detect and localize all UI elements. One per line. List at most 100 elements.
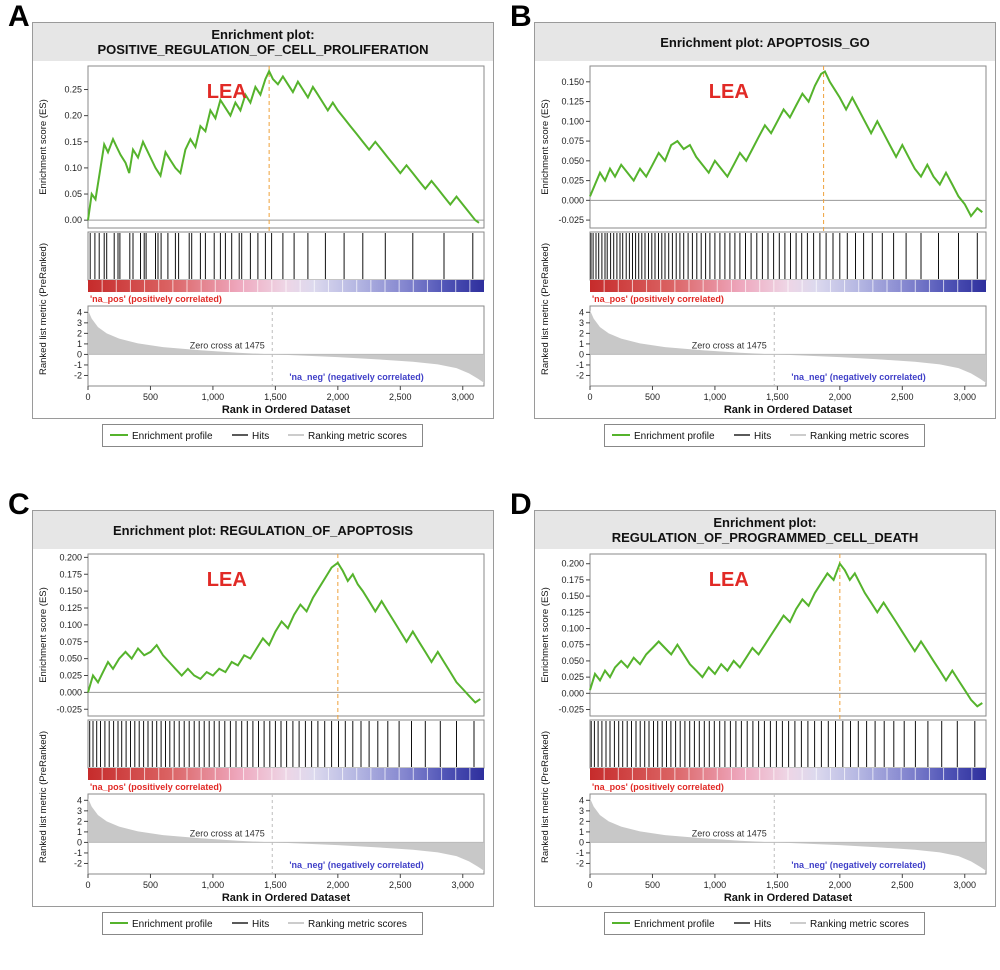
hits-area: [589, 719, 987, 769]
svg-text:1: 1: [579, 827, 584, 837]
svg-text:0.075: 0.075: [561, 136, 584, 146]
lea-annotation: LEA: [207, 81, 247, 103]
svg-text:4: 4: [77, 307, 82, 317]
legend-hits-label: Hits: [252, 919, 269, 930]
title-bar: [33, 23, 493, 61]
es-y-axis-label: Enrichment score (ES): [38, 99, 49, 195]
legend-ranking-label: Ranking metric scores: [810, 431, 909, 442]
enrichment-curve: [589, 561, 983, 708]
svg-text:2: 2: [579, 328, 584, 338]
svg-text:0: 0: [579, 837, 584, 847]
legend-box: [102, 424, 423, 447]
svg-text:0.25: 0.25: [64, 85, 82, 95]
hits-area: [87, 231, 485, 281]
svg-text:0.050: 0.050: [561, 156, 584, 166]
svg-text:500: 500: [645, 880, 660, 890]
svg-text:3,000: 3,000: [953, 392, 976, 402]
svg-text:3: 3: [77, 806, 82, 816]
gsea-plot-c: Enrichment plot: REGULATION_OF_APOPTOSIS…: [32, 510, 494, 935]
es-plot-area: [87, 553, 485, 717]
es-y-axis-label: Enrichment score (ES): [540, 99, 551, 195]
svg-text:-1: -1: [74, 848, 82, 858]
na-neg-label: 'na_neg' (negatively correlated): [791, 860, 925, 870]
svg-text:0.175: 0.175: [561, 575, 584, 585]
svg-text:0.050: 0.050: [59, 654, 82, 664]
legend-enrichment-label: Enrichment profile: [132, 431, 213, 442]
svg-text:0.075: 0.075: [561, 640, 584, 650]
es-plot-area: [87, 65, 485, 229]
panel-d: D Enrichment plot: REGULATION_OF_PROGRAMM…: [510, 488, 1000, 956]
metric-y-axis-label: Ranked list metric (PreRanked): [38, 243, 49, 375]
x-axis: 0 500 1,000 1,500 2,000 2,500 3,000: [587, 874, 976, 890]
svg-text:2,500: 2,500: [389, 880, 412, 890]
svg-text:4: 4: [579, 307, 584, 317]
svg-text:3,000: 3,000: [451, 880, 474, 890]
svg-text:1,000: 1,000: [704, 880, 727, 890]
svg-text:0.150: 0.150: [561, 77, 584, 87]
svg-text:-2: -2: [74, 858, 82, 868]
svg-text:2: 2: [77, 816, 82, 826]
svg-text:-2: -2: [576, 858, 584, 868]
panel-letter-c: C: [8, 488, 30, 521]
es-plot-area: [589, 553, 987, 717]
panel-a: A Enrichment plot: POSITIVE_REGULATION_OF…: [8, 0, 500, 468]
svg-text:1,000: 1,000: [202, 880, 225, 890]
legend-hits-label: Hits: [754, 919, 771, 930]
svg-text:1,500: 1,500: [264, 392, 287, 402]
svg-text:1,500: 1,500: [766, 392, 789, 402]
legend-enrichment-label: Enrichment profile: [634, 919, 715, 930]
color-bar-dividers: [603, 280, 973, 292]
svg-text:0.000: 0.000: [561, 195, 584, 205]
svg-text:0.10: 0.10: [64, 163, 82, 173]
x-axis: 0 500 1,000 1,500 2,000 2,500 3,000: [85, 874, 474, 890]
svg-text:2,500: 2,500: [891, 880, 914, 890]
panel-letter-a: A: [8, 0, 30, 33]
legend-ranking-label: Ranking metric scores: [308, 919, 407, 930]
svg-text:500: 500: [143, 880, 158, 890]
svg-text:500: 500: [143, 392, 158, 402]
legend-box: [102, 912, 423, 935]
svg-text:-2: -2: [576, 370, 584, 380]
svg-text:2: 2: [77, 328, 82, 338]
legend-enrichment-label: Enrichment profile: [132, 919, 213, 930]
svg-text:1,500: 1,500: [264, 880, 287, 890]
svg-text:0: 0: [85, 392, 90, 402]
gsea-plot-d: Enrichment plot:REGULATION_OF_PROGRAMMED…: [534, 510, 996, 935]
legend-box: [604, 424, 925, 447]
enrichment-curve: [589, 70, 983, 218]
hit-marks: [590, 721, 976, 767]
svg-text:500: 500: [645, 392, 660, 402]
es-plot-area: [589, 65, 987, 229]
svg-text:0: 0: [587, 880, 592, 890]
metric-y-axis-label: Ranked list metric (PreRanked): [38, 731, 49, 863]
svg-text:0.100: 0.100: [59, 620, 82, 630]
svg-text:1,000: 1,000: [704, 392, 727, 402]
svg-text:3: 3: [579, 318, 584, 328]
panel-c: C Enrichment plot: REGULATION_OF_APOPTOS…: [8, 488, 500, 956]
legend: Enrichment profile Hits Ranking metric sco…: [102, 424, 423, 447]
enrichment-curve: [87, 561, 481, 704]
svg-text:0.000: 0.000: [561, 688, 584, 698]
lea-annotation: LEA: [709, 81, 749, 103]
svg-text:0: 0: [579, 349, 584, 359]
svg-text:0.125: 0.125: [59, 603, 82, 613]
gsea-plot-a: Enrichment plot:POSITIVE_REGULATION_OF_C…: [32, 22, 494, 447]
svg-text:2: 2: [579, 816, 584, 826]
es-axis-ticks: -0.025 0.000 0.025 0.050 0.075 0.100 0.125 0.15…: [558, 559, 590, 715]
color-bar-dividers: [101, 280, 471, 292]
legend-box: [604, 912, 925, 935]
svg-text:1: 1: [579, 339, 584, 349]
svg-text:0.025: 0.025: [561, 672, 584, 682]
svg-text:0.025: 0.025: [59, 671, 82, 681]
svg-text:2,000: 2,000: [829, 880, 852, 890]
svg-text:0.100: 0.100: [561, 116, 584, 126]
svg-text:0: 0: [77, 837, 82, 847]
enrichment-curve: [87, 68, 480, 224]
svg-text:0.075: 0.075: [59, 637, 82, 647]
x-axis-label: Rank in Ordered Dataset: [724, 892, 853, 904]
hits-area: [87, 719, 485, 769]
hit-marks: [89, 721, 475, 767]
es-axis-ticks: 0.00 0.05 0.10 0.15 0.20 0.25: [64, 85, 88, 225]
svg-text:2,500: 2,500: [389, 392, 412, 402]
svg-text:3,000: 3,000: [953, 880, 976, 890]
